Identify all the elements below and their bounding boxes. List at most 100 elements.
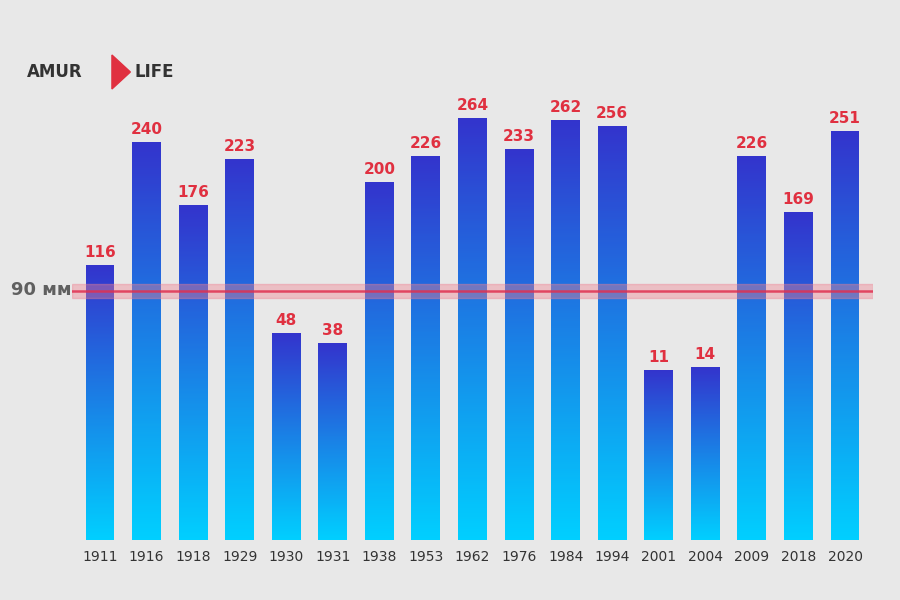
Bar <box>178 476 208 478</box>
Bar <box>364 224 394 226</box>
Bar <box>644 515 673 516</box>
Bar <box>272 503 301 504</box>
Bar <box>551 370 580 372</box>
Bar <box>364 495 394 497</box>
Bar <box>411 529 440 530</box>
Bar <box>831 243 860 245</box>
Bar <box>225 281 254 283</box>
Bar <box>644 397 673 398</box>
Bar <box>178 376 208 378</box>
Bar <box>319 358 347 359</box>
Bar <box>178 518 208 520</box>
Bar <box>411 446 440 448</box>
Bar <box>784 252 813 253</box>
Bar <box>458 287 487 289</box>
Bar <box>411 469 440 471</box>
Bar <box>598 250 626 252</box>
Bar <box>784 298 813 299</box>
Bar <box>505 534 534 536</box>
Bar <box>411 367 440 369</box>
Bar <box>598 155 626 157</box>
Bar <box>364 192 394 194</box>
Bar <box>551 414 580 416</box>
Bar <box>784 307 813 309</box>
Bar <box>225 425 254 427</box>
Bar <box>505 155 534 157</box>
Bar <box>831 456 860 458</box>
Bar <box>319 465 347 466</box>
Bar <box>691 527 720 528</box>
Bar <box>691 418 720 419</box>
Bar <box>178 237 208 239</box>
Bar <box>225 275 254 277</box>
Bar <box>272 412 301 413</box>
Bar <box>551 353 580 355</box>
Bar <box>598 308 626 310</box>
Bar <box>86 419 114 421</box>
Bar <box>505 233 534 235</box>
Bar <box>411 421 440 423</box>
Bar <box>737 213 767 215</box>
Bar <box>551 256 580 259</box>
Bar <box>784 435 813 437</box>
Bar <box>86 433 114 434</box>
Bar <box>784 401 813 403</box>
Bar <box>178 205 208 207</box>
Bar <box>737 379 767 380</box>
Bar <box>644 378 673 379</box>
Bar <box>784 479 813 481</box>
Bar <box>831 131 860 133</box>
Bar <box>598 484 626 486</box>
Bar <box>86 524 114 525</box>
Bar <box>551 151 580 154</box>
Bar <box>458 297 487 299</box>
Bar <box>319 437 347 439</box>
Bar <box>364 182 394 184</box>
Bar <box>598 128 626 130</box>
Bar <box>86 500 114 502</box>
Bar <box>319 353 347 355</box>
Bar <box>598 527 626 530</box>
Bar <box>784 396 813 397</box>
Bar <box>831 520 860 521</box>
Bar <box>132 457 161 458</box>
Bar <box>364 493 394 495</box>
Bar <box>644 443 673 444</box>
Bar <box>551 280 580 281</box>
Bar <box>178 533 208 535</box>
Bar <box>225 221 254 223</box>
Bar <box>132 283 161 285</box>
Bar <box>225 500 254 502</box>
Bar <box>411 223 440 225</box>
Bar <box>319 394 347 395</box>
Bar <box>691 388 720 389</box>
Bar <box>272 523 301 524</box>
Bar <box>364 518 394 520</box>
Bar <box>458 134 487 137</box>
Bar <box>784 507 813 509</box>
Bar <box>458 346 487 348</box>
Bar <box>132 184 161 185</box>
Bar <box>319 482 347 483</box>
Bar <box>551 160 580 162</box>
Bar <box>86 521 114 522</box>
Bar <box>411 509 440 511</box>
Bar <box>272 424 301 425</box>
Bar <box>364 416 394 418</box>
Bar <box>132 249 161 251</box>
Bar <box>737 473 767 475</box>
Bar <box>691 532 720 533</box>
Bar <box>551 347 580 349</box>
Bar <box>737 271 767 273</box>
Bar <box>598 244 626 246</box>
Bar <box>784 306 813 307</box>
Bar <box>691 407 720 409</box>
Bar <box>364 335 394 337</box>
Bar <box>505 237 534 239</box>
Bar <box>737 452 767 454</box>
Bar <box>458 376 487 377</box>
Bar <box>178 346 208 347</box>
Bar <box>86 515 114 517</box>
Bar <box>364 296 394 298</box>
Bar <box>551 122 580 124</box>
